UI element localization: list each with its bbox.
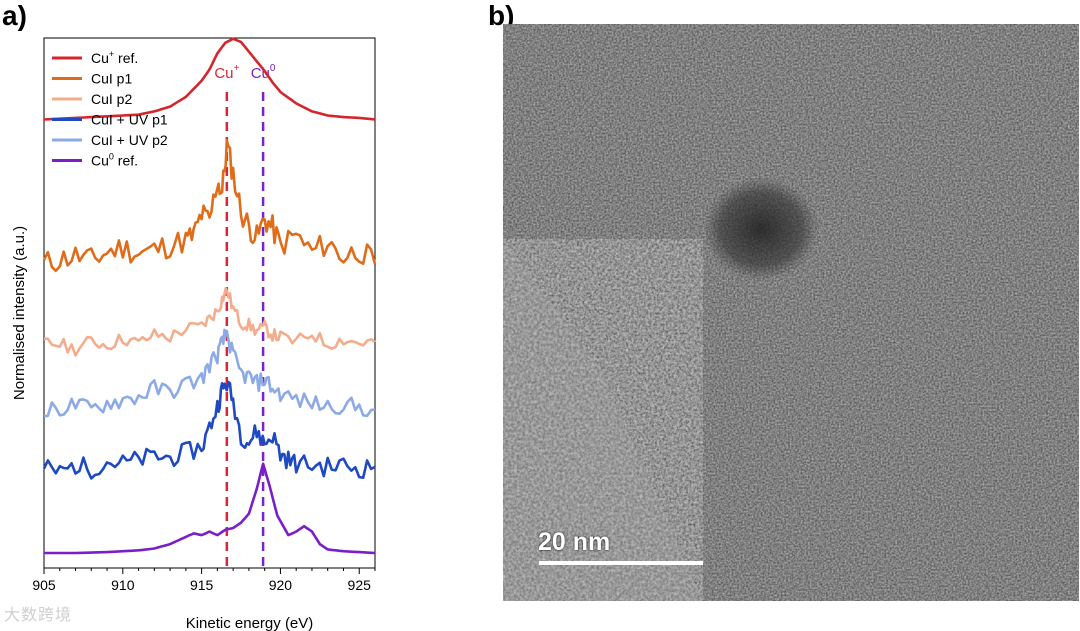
x-tick-label: 910 [111, 577, 135, 593]
x-tick-label: 915 [190, 577, 214, 593]
y-axis-label: Normalised intensity (a.u.) [11, 226, 28, 400]
panel-a-label: a) [2, 0, 27, 31]
series-line-cui-uv-p1 [42, 380, 376, 480]
scale-bar-label: 20 nm [538, 528, 611, 556]
legend-entry: CuI + UV p1 [91, 112, 168, 128]
legend-entry: Cu0 ref. [91, 152, 138, 169]
x-tick-label: 925 [348, 577, 372, 593]
legend-entry: CuI p1 [91, 71, 132, 87]
tem-micrograph [503, 24, 1079, 601]
nanoparticle [703, 177, 819, 281]
x-tick-label: 920 [269, 577, 293, 593]
legend-entry: CuI p2 [91, 91, 132, 107]
series-line-cui-p1 [42, 138, 377, 273]
tem-micrograph-image [503, 24, 1079, 601]
x-tick-label: 905 [32, 577, 56, 593]
series-line-cui-uv-p2 [43, 328, 376, 418]
legend-entry: CuI + UV p2 [91, 132, 168, 148]
cu-zero-annotation: Cu0 [251, 63, 276, 82]
legend-entry: Cu+ ref. [91, 49, 138, 66]
plot-frame [43, 37, 376, 569]
series-line-cu0-ref- [44, 462, 376, 555]
spectra-chart: 905 910 915 920 925 Kinetic energy (eV) Normal… [11, 37, 377, 631]
scale-bar [539, 561, 703, 565]
cu-plus-annotation: Cu+ [214, 63, 239, 82]
series-line-cu-ref- [43, 37, 376, 121]
watermark: 大数跨境 [4, 605, 73, 624]
x-axis-label: Kinetic energy (eV) [186, 615, 314, 631]
series-line-cui-p2 [43, 287, 376, 357]
